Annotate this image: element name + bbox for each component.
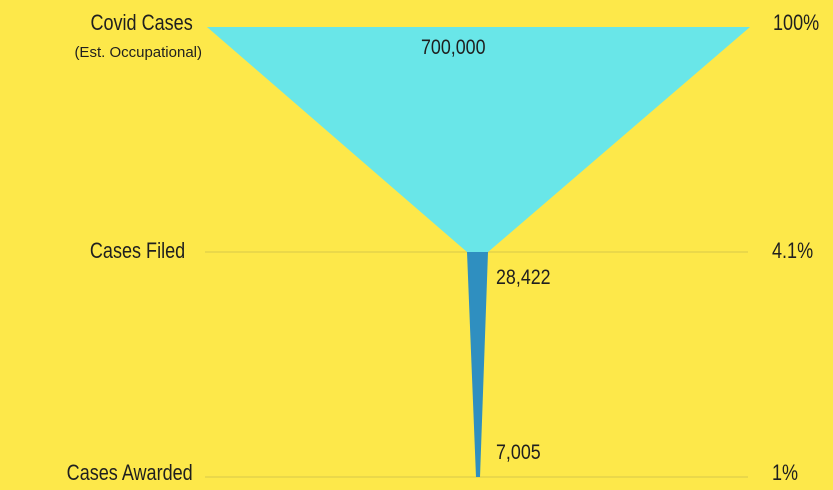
percent-label-cases-filed: 4.1% — [772, 238, 814, 263]
stage-sublabel-covid-cases: (Est. Occupational) — [74, 44, 202, 61]
stage-label-cases-filed: Cases Filed — [89, 238, 185, 263]
value-label-cases-filed: 28,422 — [496, 266, 551, 289]
stage-label-cases-awarded: Cases Awarded — [66, 460, 193, 485]
stage-label-covid-cases: Covid Cases — [90, 10, 193, 35]
funnel-segment-cases-filed — [467, 252, 488, 477]
value-label-covid-cases: 700,000 — [421, 36, 486, 59]
value-label-cases-awarded: 7,005 — [496, 441, 541, 464]
funnel-segment-covid-cases — [207, 27, 750, 252]
percent-label-covid-cases: 100% — [773, 10, 820, 35]
percent-label-cases-awarded: 1% — [772, 460, 799, 485]
